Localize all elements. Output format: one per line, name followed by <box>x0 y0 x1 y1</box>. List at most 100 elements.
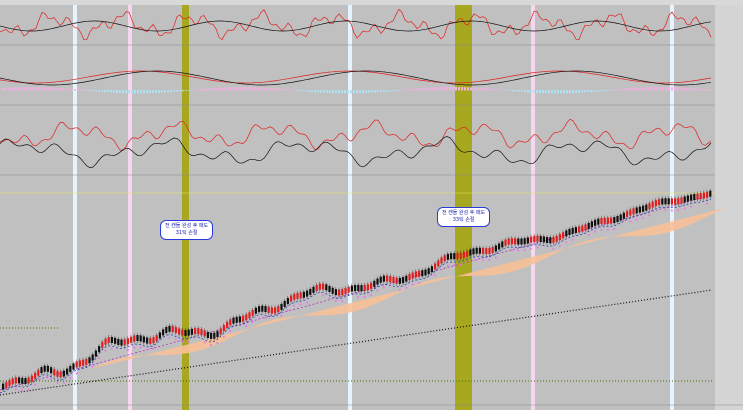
candle <box>581 225 584 232</box>
histogram-bar <box>683 87 685 91</box>
candle <box>661 198 664 205</box>
histogram-bar <box>203 88 205 91</box>
candle <box>213 332 216 339</box>
histogram-bar <box>539 90 541 94</box>
histogram-bar <box>254 87 256 91</box>
candle <box>123 339 126 346</box>
histogram-bar <box>107 90 109 93</box>
candle <box>670 198 673 205</box>
candle <box>248 312 251 319</box>
histogram-bar <box>419 88 421 91</box>
candle <box>267 306 270 313</box>
candle <box>258 306 261 313</box>
histogram-bar <box>440 87 442 91</box>
histogram-bar <box>335 90 337 94</box>
candle <box>507 238 510 245</box>
signal-dot <box>152 348 155 351</box>
histogram-bar <box>383 90 385 92</box>
candle <box>120 339 123 346</box>
histogram-bar <box>146 90 148 94</box>
histogram-bar <box>311 90 313 92</box>
candle <box>542 236 545 243</box>
histogram-bar <box>686 87 688 91</box>
histogram-bar <box>275 88 277 91</box>
histogram-bar <box>497 89 499 91</box>
signal-dot <box>482 258 484 261</box>
candle <box>411 272 414 279</box>
signal-dot <box>376 289 379 292</box>
candle <box>117 338 120 345</box>
candle <box>229 319 232 326</box>
histogram-bar <box>530 90 532 93</box>
candle <box>562 232 565 239</box>
stoch-black <box>0 136 712 169</box>
candle <box>325 284 328 291</box>
histogram-bar <box>482 88 484 91</box>
candle <box>318 283 321 290</box>
histogram-bar <box>665 87 667 91</box>
candle <box>24 378 27 385</box>
candle <box>360 285 363 292</box>
histogram-bar <box>485 88 487 91</box>
candle <box>5 382 8 389</box>
candle <box>286 297 289 304</box>
candle <box>50 367 53 374</box>
candle <box>14 377 17 384</box>
candle <box>664 198 667 205</box>
histogram-bar <box>365 90 367 94</box>
histogram-bar <box>659 87 661 91</box>
signal-dot <box>306 301 308 304</box>
candle <box>677 198 680 205</box>
candle <box>366 284 369 291</box>
histogram-bar <box>131 90 133 94</box>
histogram-bar <box>692 88 694 91</box>
candle <box>306 290 309 297</box>
histogram-bar <box>647 87 649 91</box>
candle <box>200 328 203 335</box>
candle <box>30 375 33 382</box>
candle <box>706 191 709 198</box>
candle <box>501 241 504 248</box>
histogram-bar <box>404 89 406 91</box>
histogram-bar <box>557 90 559 94</box>
candle <box>344 288 347 295</box>
signal-dot <box>523 249 526 252</box>
candle <box>418 270 421 277</box>
annotation-line: 31틱 손절 <box>175 230 198 236</box>
histogram-bar <box>350 90 352 94</box>
candle <box>683 196 686 203</box>
histogram-bar <box>59 87 61 91</box>
histogram-bar <box>110 90 112 93</box>
candle <box>386 275 389 282</box>
histogram-bar <box>344 90 346 94</box>
signal-dot <box>510 249 513 252</box>
candle <box>354 285 357 292</box>
histogram-bar <box>272 88 274 91</box>
candle <box>504 239 507 246</box>
histogram-bar <box>152 90 154 94</box>
candle <box>619 214 622 221</box>
histogram-bar <box>455 87 457 91</box>
signal-dot <box>133 346 136 349</box>
histogram-bar <box>242 87 244 91</box>
candle <box>341 289 344 296</box>
candle <box>434 263 437 270</box>
candle <box>21 377 24 384</box>
candle <box>456 253 459 260</box>
histogram-bar <box>515 90 517 92</box>
histogram-bar <box>296 90 298 91</box>
histogram-bar <box>653 87 655 91</box>
signal-dot <box>494 256 497 259</box>
candle <box>638 206 641 213</box>
candle <box>645 204 648 211</box>
signal-dot <box>357 295 360 298</box>
signal-dot <box>418 281 420 284</box>
histogram-bar <box>125 90 127 94</box>
histogram-bar <box>143 90 145 94</box>
histogram-bar <box>581 90 583 93</box>
candle <box>709 190 712 197</box>
histogram-bar <box>95 90 97 92</box>
histogram-bar <box>356 90 358 94</box>
band <box>73 5 77 410</box>
